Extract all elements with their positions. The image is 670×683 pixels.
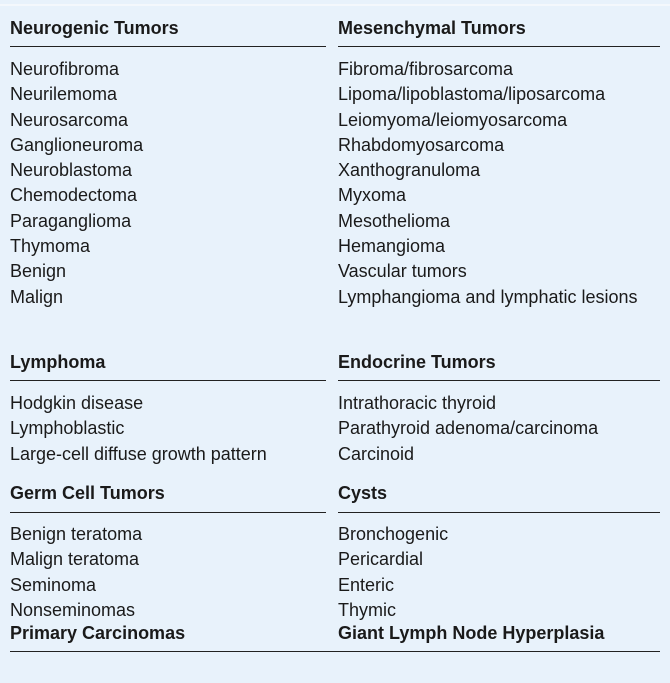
list-item: Neurosarcoma bbox=[10, 109, 129, 130]
header-endocrine-tumors: Endocrine Tumors bbox=[338, 352, 496, 372]
list-item: Neurilemoma bbox=[10, 84, 118, 105]
list-item: Bronchogenic bbox=[338, 524, 449, 544]
list-item: Malign teratoma bbox=[10, 549, 140, 570]
list-item: Lipoma/lipoblastoma/liposarcoma bbox=[338, 84, 606, 105]
header-lymphoma: Lymphoma bbox=[10, 352, 106, 372]
list-item: Pericardial bbox=[338, 549, 424, 570]
list-item: Lymphoblastic bbox=[10, 418, 125, 439]
list-item: Enteric bbox=[338, 574, 395, 595]
list-item: Seminoma bbox=[10, 574, 97, 595]
list-item: Mesothelioma bbox=[338, 210, 451, 231]
top-rule bbox=[0, 4, 670, 6]
list-item: Neuroblastoma bbox=[10, 160, 133, 181]
list-item: Lymphangioma and lymphatic lesions bbox=[338, 286, 638, 307]
header-giant-lymph-node-hyperplasia: Giant Lymph Node Hyperplasia bbox=[338, 623, 605, 643]
list-item: Nonseminomas bbox=[10, 599, 136, 620]
list-item: Hemangioma bbox=[338, 236, 446, 257]
list-endocrine: Intrathoracic thyroid Parathyroid adenom… bbox=[338, 391, 664, 467]
list-item: Xanthogranuloma bbox=[338, 160, 481, 181]
list-mesenchymal: Fibroma/fibrosarcoma Lipoma/lipoblastoma… bbox=[338, 57, 664, 310]
divider-lymphoma bbox=[10, 380, 326, 381]
list-item: Vascular tumors bbox=[338, 261, 467, 282]
header-primary-carcinomas: Primary Carcinomas bbox=[10, 623, 186, 643]
list-item: Benign teratoma bbox=[10, 524, 143, 544]
list-item: Chemodectoma bbox=[10, 185, 138, 206]
list-lymphoma: Hodgkin disease Lymphoblastic Large-cell… bbox=[10, 391, 330, 467]
list-item: Leiomyoma/leiomyosarcoma bbox=[338, 109, 568, 130]
divider-cysts bbox=[338, 512, 660, 513]
list-item: Thymic bbox=[338, 599, 396, 620]
list-item: Parathyroid adenoma/carcinoma bbox=[338, 418, 599, 439]
list-item: Ganglioneuroma bbox=[10, 134, 144, 155]
header-mesenchymal-tumors: Mesenchymal Tumors bbox=[338, 18, 526, 38]
list-item: Hodgkin disease bbox=[10, 393, 144, 413]
list-germ-cell: Benign teratoma Malign teratoma Seminoma… bbox=[10, 522, 330, 623]
list-item: Paraganglioma bbox=[10, 210, 132, 231]
header-germ-cell-tumors: Germ Cell Tumors bbox=[10, 483, 165, 503]
list-neurogenic: Neurofibroma Neurilemoma Neurosarcoma Ga… bbox=[10, 57, 330, 310]
divider-mesenchymal bbox=[338, 46, 660, 47]
list-cysts: Bronchogenic Pericardial Enteric Thymic bbox=[338, 522, 664, 623]
divider-germ-cell bbox=[10, 512, 326, 513]
list-item: Fibroma/fibrosarcoma bbox=[338, 59, 514, 79]
header-neurogenic-tumors: Neurogenic Tumors bbox=[10, 18, 179, 38]
list-item: Thymoma bbox=[10, 236, 91, 257]
divider-endocrine bbox=[338, 380, 660, 381]
list-item: Large-cell diffuse growth pattern bbox=[10, 443, 267, 464]
list-item: Intrathoracic thyroid bbox=[338, 393, 497, 413]
list-item: Myxoma bbox=[338, 185, 407, 206]
list-item: Malign bbox=[10, 286, 64, 307]
list-item: Benign bbox=[10, 261, 67, 282]
divider-neurogenic bbox=[10, 46, 326, 47]
list-item: Neurofibroma bbox=[10, 59, 120, 79]
list-item: Rhabdomyosarcoma bbox=[338, 134, 505, 155]
bottom-rule bbox=[10, 651, 660, 652]
header-cysts: Cysts bbox=[338, 483, 388, 503]
list-item: Carcinoid bbox=[338, 443, 415, 464]
